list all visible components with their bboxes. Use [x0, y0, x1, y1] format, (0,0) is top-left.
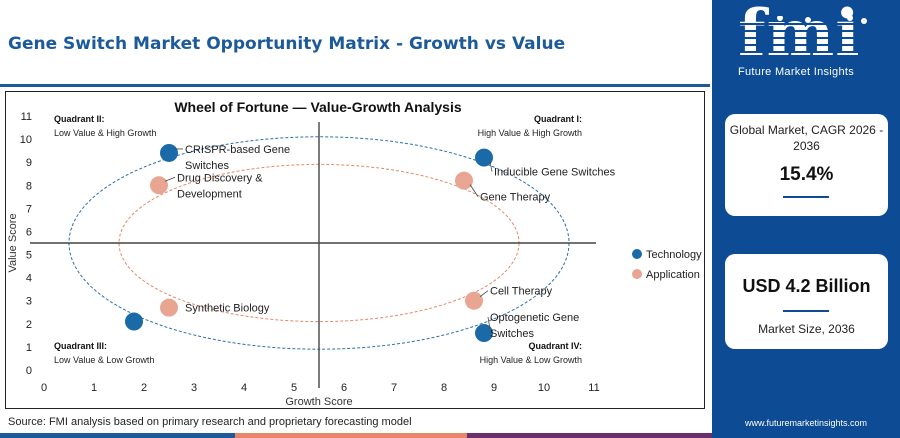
quadrant-title: Quadrant III: — [54, 341, 107, 351]
quadrant-subtitle: High Value & Low Growth — [480, 355, 582, 365]
x-tick-label: 7 — [391, 382, 397, 394]
bottom-color-strip — [0, 433, 900, 438]
opportunity-matrix-chart: Wheel of Fortune — Value-Growth Analysis… — [7, 99, 702, 408]
application-point — [150, 176, 168, 195]
label-leader-line — [487, 316, 491, 330]
y-tick-label: 10 — [20, 134, 32, 146]
point-label: Optogenetic Gene — [490, 312, 579, 324]
point-label: Inducible Gene Switches — [494, 167, 616, 179]
technology-point — [475, 148, 493, 167]
x-tick-label: 8 — [441, 382, 447, 394]
fmi-logo: fmi Future Market Insights — [712, 0, 900, 90]
market-size-divider — [783, 310, 829, 312]
x-tick-label: 0 — [41, 382, 47, 394]
x-tick-label: 3 — [191, 382, 197, 394]
legend-label: Application — [646, 269, 700, 281]
market-size-value: USD 4.2 Billion — [742, 276, 871, 296]
application-point — [465, 291, 483, 310]
cagr-value: 15.4% — [779, 164, 834, 185]
label-leader-line — [479, 290, 489, 298]
x-tick-label: 9 — [491, 382, 497, 394]
logo-wordmark: fmi — [738, 0, 861, 71]
legend-marker — [632, 249, 642, 259]
y-axis-label: Value Score — [7, 213, 19, 272]
y-tick-label: 2 — [26, 319, 32, 331]
x-tick-label: 1 — [91, 382, 97, 394]
y-tick-label: 0 — [26, 365, 32, 377]
market-size-label: Market Size, 2036 — [758, 322, 855, 336]
application-point — [160, 298, 178, 317]
page-title: Gene Switch Market Opportunity Matrix - … — [8, 34, 566, 54]
x-tick-label: 2 — [141, 382, 147, 394]
technology-point — [125, 312, 143, 331]
quadrant-title: Quadrant II: — [54, 114, 105, 124]
point-label: Switches — [490, 328, 535, 340]
strip-segment-blue — [0, 433, 235, 438]
x-tick-label: 4 — [241, 382, 247, 394]
point-label: Synthetic Biology — [185, 303, 270, 315]
logo-stripes-icon — [732, 16, 882, 53]
y-tick-label: 9 — [26, 157, 32, 169]
y-tick-label: 5 — [26, 250, 32, 262]
point-label: Gene Therapy — [480, 192, 551, 204]
x-tick-label: 11 — [588, 382, 599, 394]
technology-point — [475, 324, 493, 343]
quadrant-title: Quadrant I: — [534, 114, 582, 124]
quadrant-title: Quadrant IV: — [528, 341, 582, 351]
label-leader-line — [489, 161, 493, 172]
x-tick-label: 10 — [538, 382, 550, 394]
point-label: Switches — [185, 160, 230, 172]
quadrant-subtitle: High Value & High Growth — [478, 128, 582, 138]
x-axis-label: Growth Score — [285, 396, 352, 408]
label-leader-line — [164, 176, 176, 182]
x-tick-label: 5 — [291, 382, 297, 394]
application-point — [455, 171, 473, 190]
chart-frame: Wheel of Fortune — Value-Growth Analysis… — [5, 91, 705, 409]
technology-point — [160, 143, 178, 162]
quadrant-subtitle: Low Value & Low Growth — [54, 355, 154, 365]
strip-segment-purple — [467, 433, 900, 438]
legend-marker — [632, 269, 642, 279]
y-tick-label: 8 — [26, 180, 32, 192]
point-label: Development — [177, 188, 242, 200]
y-tick-label: 7 — [26, 203, 32, 215]
brand-name: Future Market Insights — [738, 66, 855, 78]
y-tick-label: 6 — [26, 226, 32, 238]
legend-label: Technology — [646, 249, 702, 261]
y-tick-label: 11 — [21, 111, 32, 123]
strip-segment-orange — [235, 433, 467, 438]
label-leader-line — [469, 184, 479, 197]
chart-title: Wheel of Fortune — Value-Growth Analysis — [174, 99, 462, 115]
point-label: Cell Therapy — [490, 286, 553, 298]
y-tick-label: 3 — [26, 296, 32, 308]
market-size-card: USD 4.2 Billion Market Size, 2036 — [725, 254, 888, 349]
side-panel: fmi Future Market Insights Global Market… — [712, 0, 900, 438]
quadrant-subtitle: Low Value & High Growth — [54, 128, 156, 138]
source-note: Source: FMI analysis based on primary re… — [8, 416, 412, 428]
cagr-divider — [783, 196, 829, 198]
x-tick-label: 6 — [341, 382, 347, 394]
website-url[interactable]: www.futuremarketinsights.com — [744, 418, 868, 428]
title-rule — [0, 84, 710, 87]
cagr-label: Global Market, CAGR 2026 - 2036 — [729, 123, 884, 153]
y-tick-label: 4 — [26, 273, 32, 285]
y-tick-label: 1 — [26, 342, 32, 354]
point-label: CRISPR-based Gene — [185, 144, 290, 156]
cagr-card: Global Market, CAGR 2026 - 2036 15.4% — [725, 114, 888, 216]
point-label: Drug Discovery & — [177, 172, 263, 184]
